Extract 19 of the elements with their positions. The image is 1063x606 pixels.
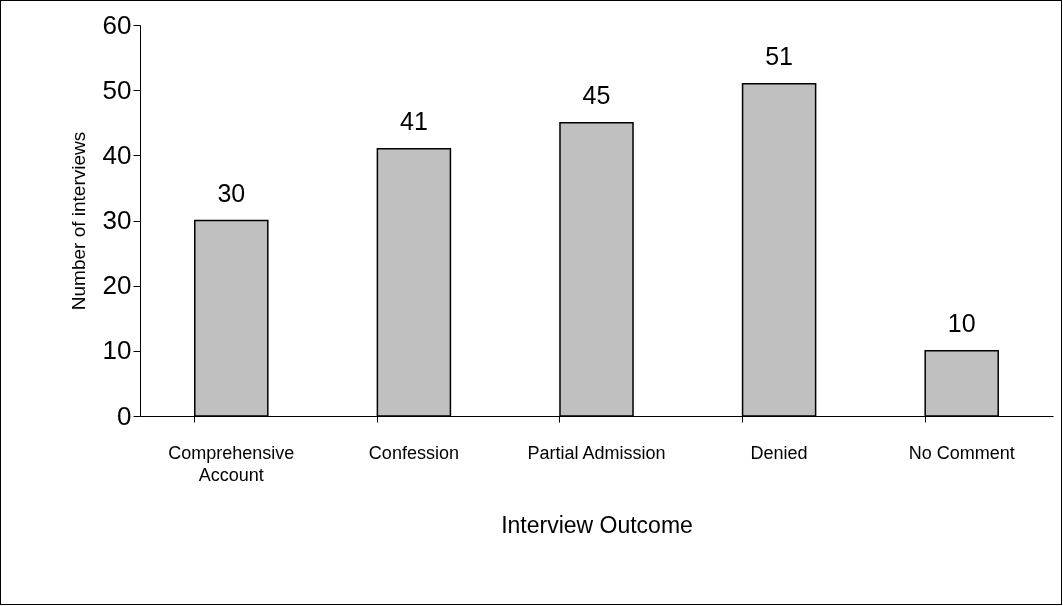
- data-label: 41: [399, 106, 428, 135]
- data-label: 10: [947, 308, 976, 337]
- x-tick-label: Confession: [368, 442, 459, 463]
- x-tick-label: Comprehensive Account: [168, 442, 295, 485]
- x-tick-label: Partial Admission: [527, 442, 666, 463]
- data-label: 30: [217, 178, 246, 207]
- x-tick-label: No Comment: [908, 442, 1015, 463]
- y-axis-title: Number of interviews: [67, 131, 89, 311]
- y-tick-label: 50: [102, 74, 132, 105]
- y-tick-label: 60: [102, 9, 132, 40]
- y-tick-label: 20: [102, 270, 132, 301]
- data-label: 51: [765, 41, 794, 70]
- x-tick-label: Denied: [750, 442, 808, 463]
- y-tick-label: 40: [102, 139, 132, 170]
- y-tick-label: 0: [117, 400, 132, 431]
- x-axis-title: Interview Outcome: [501, 511, 693, 538]
- y-tick-label: 30: [102, 205, 132, 235]
- data-label: 45: [582, 80, 611, 109]
- y-tick-label: 10: [102, 335, 132, 366]
